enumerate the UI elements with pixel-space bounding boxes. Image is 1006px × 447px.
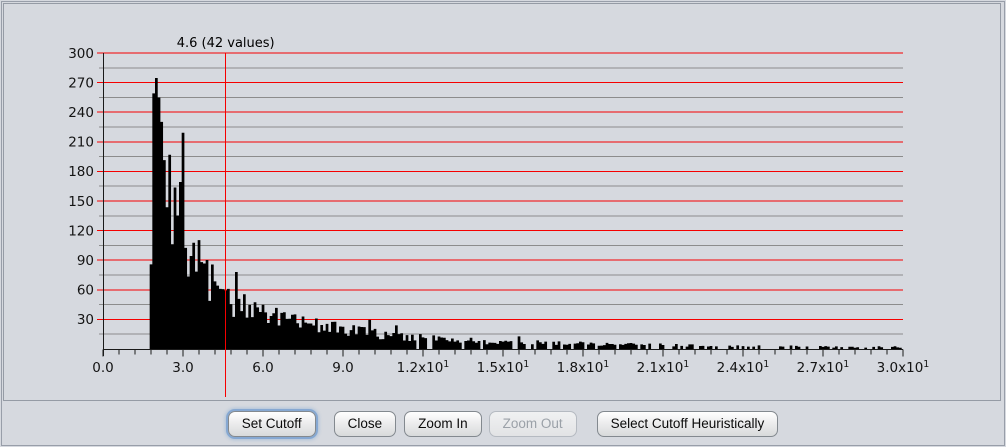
set-cutoff-button[interactable]: Set Cutoff — [227, 411, 316, 437]
close-button[interactable]: Close — [333, 411, 397, 437]
x-axis-tick-label: 1.2x101 — [397, 359, 450, 376]
x-axis-tick-label: 3.0x101 — [877, 359, 930, 376]
x-axis-tick-label: 9.0 — [332, 360, 353, 376]
zoom-in-button[interactable]: Zoom In — [404, 411, 482, 437]
y-axis-tick-label: 300 — [68, 46, 94, 62]
y-axis-tick-label: 210 — [68, 135, 94, 151]
x-axis-tick-label: 1.5x101 — [477, 359, 530, 376]
zoom-out-button: Zoom Out — [488, 411, 577, 437]
y-axis-tick-label: 240 — [68, 105, 94, 121]
histogram-bars — [149, 77, 902, 349]
x-axis-tick-label: 2.7x101 — [797, 359, 850, 376]
y-axis-tick-label: 30 — [77, 312, 94, 328]
y-axis-tick-label: 150 — [68, 194, 94, 210]
dialog-button-bar: Set Cutoff Close Zoom In Zoom Out Select Cut… — [2, 403, 1004, 445]
y-axis-tick-label: 90 — [77, 253, 94, 269]
cutoff-value-label: 4.6 (42 values) — [177, 36, 275, 51]
x-axis-tick-label: 1.8x101 — [557, 359, 610, 376]
select-cutoff-heuristically-button[interactable]: Select Cutoff Heuristically — [596, 411, 779, 437]
x-axis-tick-label: 2.4x101 — [717, 359, 770, 376]
y-axis-tick-label: 270 — [68, 75, 94, 91]
x-axis-tick-label: 3.0 — [172, 360, 193, 376]
x-axis-tick-label: 6.0 — [252, 360, 273, 376]
x-axis-tick-label: 0.0 — [92, 360, 113, 376]
y-axis-tick-label: 180 — [68, 164, 94, 180]
x-axis-tick-label: 2.1x101 — [637, 359, 690, 376]
y-axis-tick-label: 60 — [77, 283, 94, 299]
y-axis-tick-label: 120 — [68, 223, 94, 239]
